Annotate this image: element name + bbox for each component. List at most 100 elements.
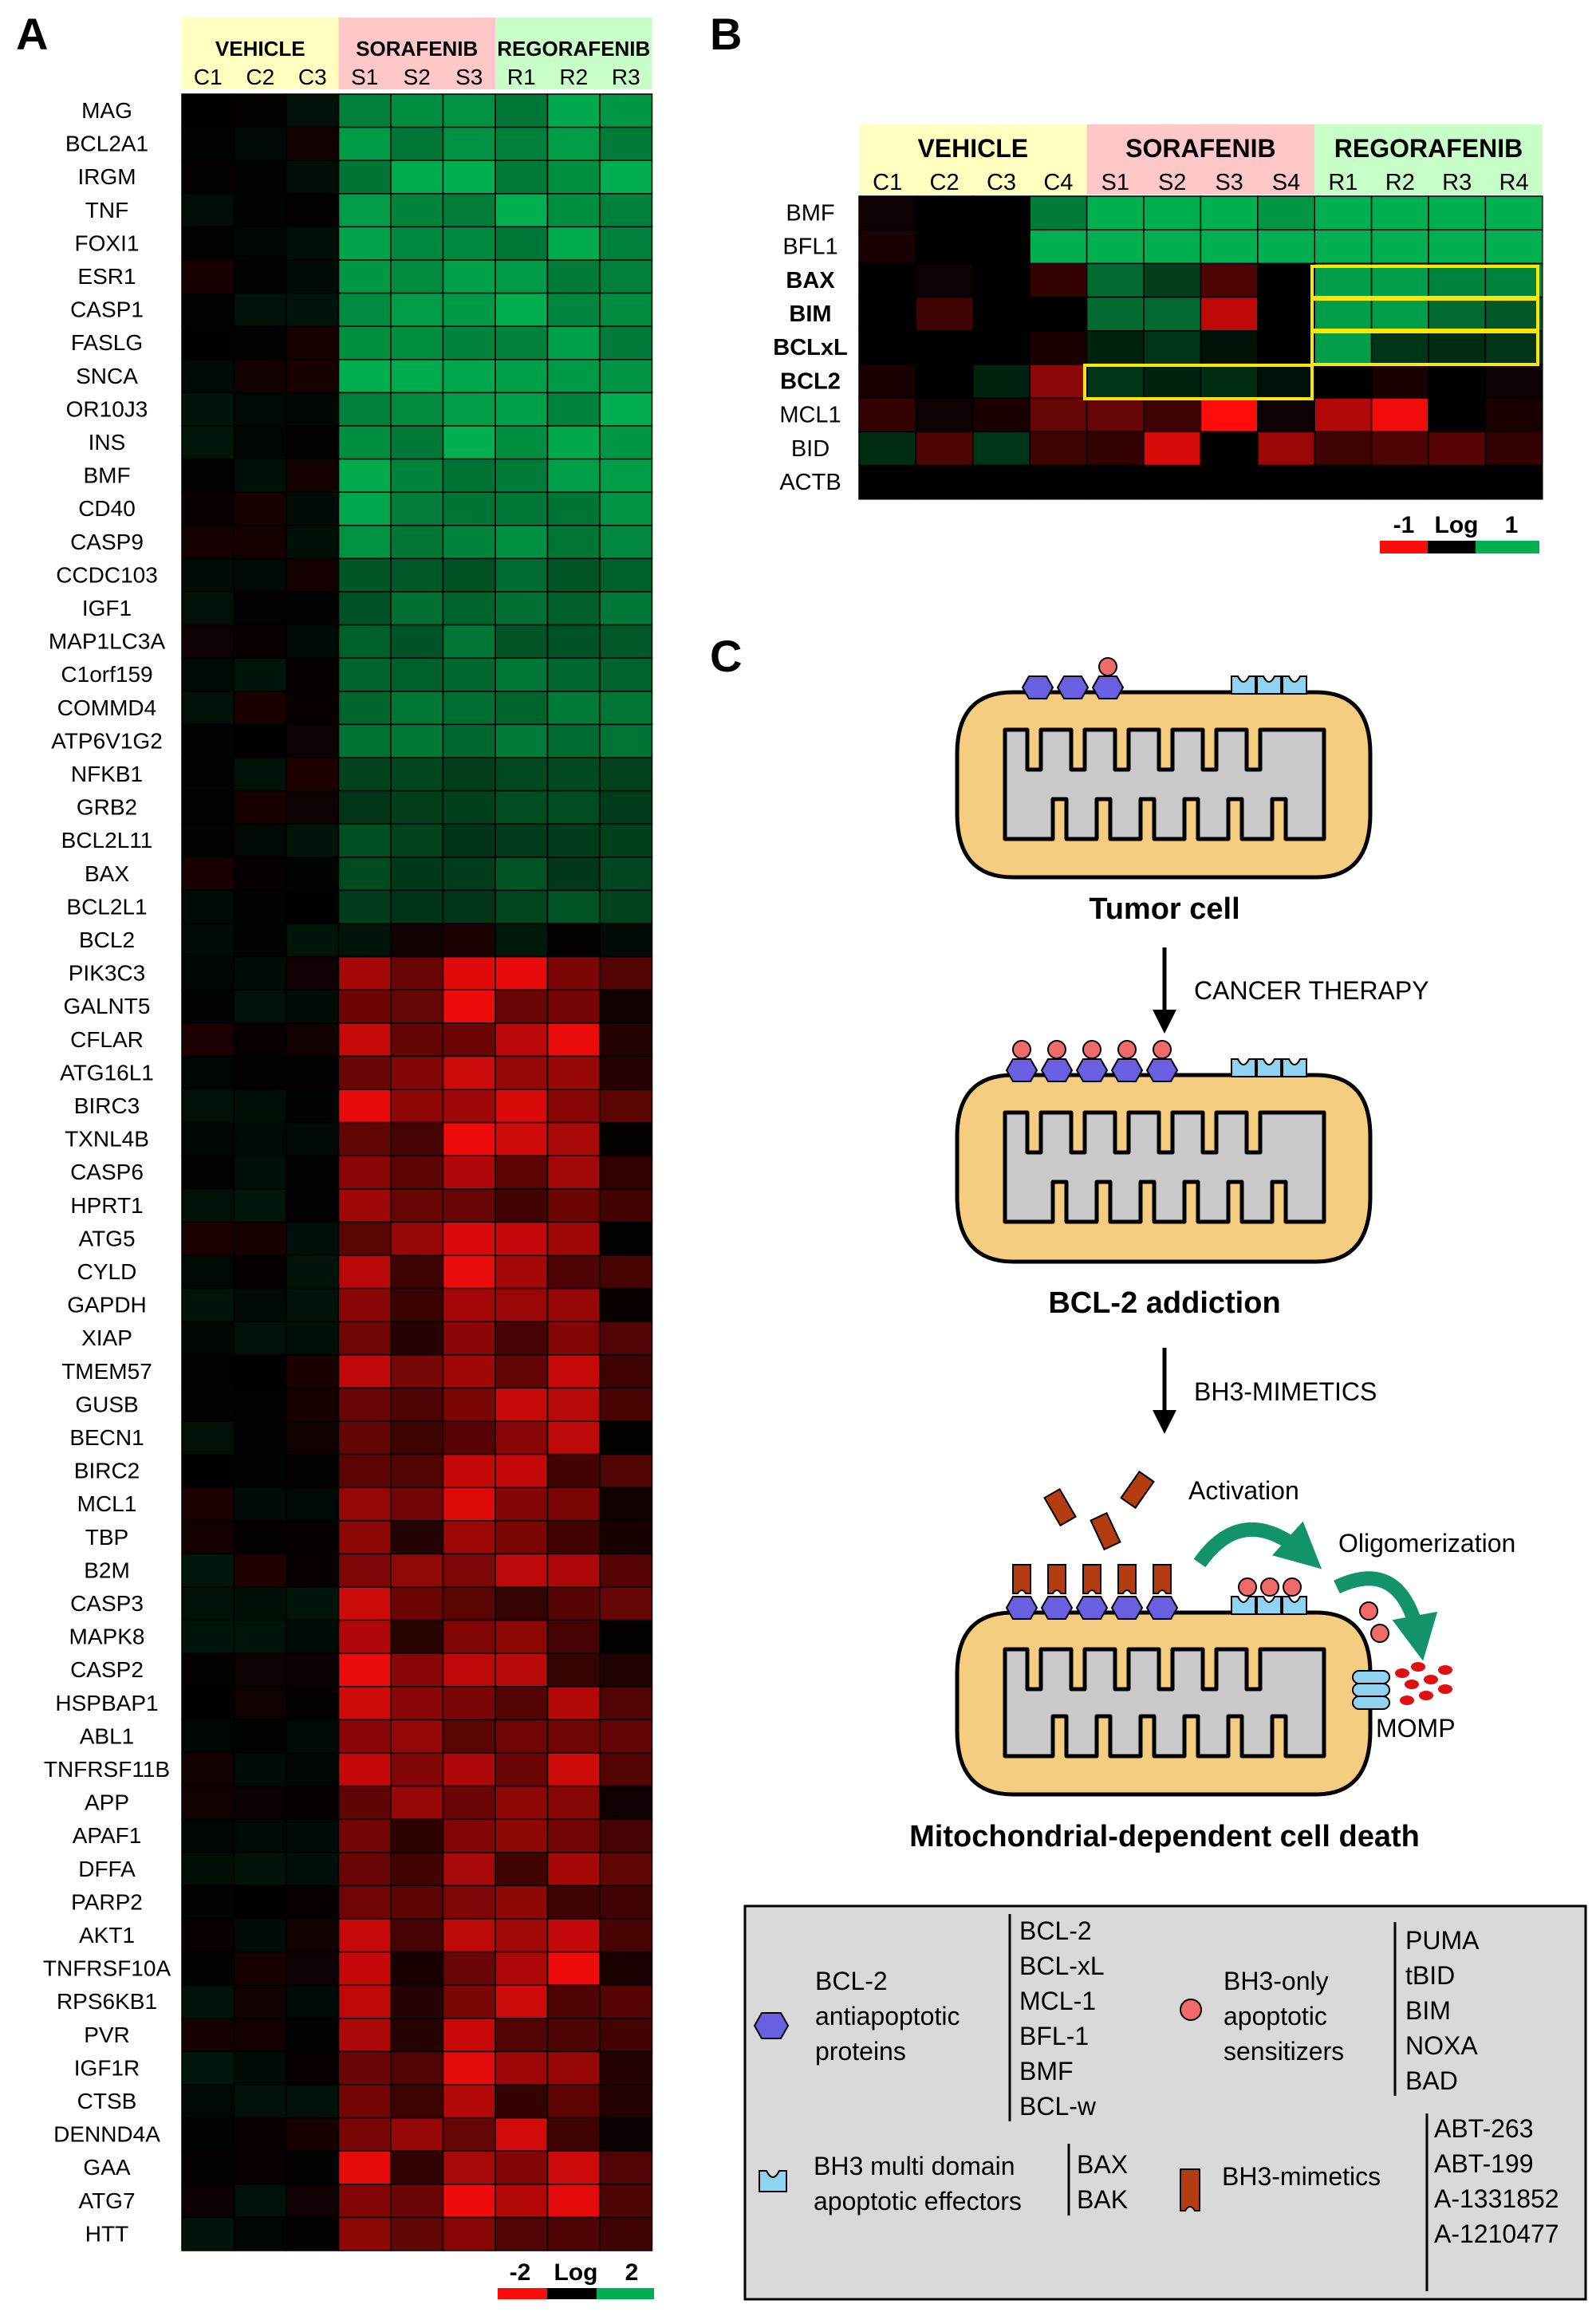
heatmap-cell [181,1752,235,1787]
effector-protein-icon [1231,675,1256,695]
heatmap-cell [337,757,392,792]
gene-label: MAP1LC3A [49,629,166,654]
heatmap-cell [286,392,340,427]
column-label: C1 [873,170,902,195]
heatmap-cell [390,1951,444,1986]
heatmap-b-header: VEHICLE C1 C2 C3 C4 SORAFENIB S1 S2 S3 S4 REGORAFE… [859,124,1543,195]
heatmap-cell [390,1719,444,1754]
heatmap-cell [1200,296,1259,332]
heatmap-cell [286,557,340,593]
heatmap-cell [599,126,653,161]
heatmap-cell [233,1022,287,1058]
heatmap-cell [286,1586,340,1621]
group-header-bg [1086,124,1315,195]
heatmap-cell [442,2184,496,2219]
gene-label: ACTB [779,470,841,495]
heatmap-cell [1086,431,1145,467]
heatmap-cell [390,392,444,427]
heatmap-cell [972,229,1031,265]
heatmap-cell [181,857,235,892]
legend-mimetic-label: BH3-mimetics [1222,2162,1381,2191]
heatmap-cell [495,1852,549,1887]
heatmap-cell [599,193,653,228]
heatmap-cell [1086,262,1145,298]
scale-b-min-label: -1 [1393,512,1415,538]
heatmap-cell [1428,296,1487,332]
heatmap-cell [915,464,974,500]
gene-label: BECN1 [69,1425,144,1450]
heatmap-cell [337,1885,392,1920]
heatmap-cell [546,259,601,294]
column-label: S3 [1215,170,1243,195]
gene-label: DFFA [78,1857,136,1881]
heatmap-cell [599,359,653,394]
heatmap-cell [337,93,392,128]
heatmap-cell [546,1221,601,1256]
heatmap-cell [181,2117,235,2152]
heatmap-cell [546,1354,601,1389]
heatmap-cell [495,2150,549,2185]
heatmap-cell [442,1918,496,1953]
gene-label: BCL2L11 [61,828,153,853]
heatmap-cell [181,1818,235,1853]
heatmap-cell [1370,262,1429,298]
heatmap-cell [442,657,496,692]
heatmap-cell [546,1818,601,1853]
heatmap-cell [972,262,1031,298]
heatmap-cell [442,691,496,726]
heatmap-cell [1029,464,1088,500]
heatmap-cell [495,2117,549,2152]
heatmap-cell [233,2084,287,2119]
gene-label: ESR1 [77,264,136,289]
bh3-mimetic-icon [1043,1487,1077,1527]
gene-label: CASP2 [70,1657,144,1682]
gene-label: NFKB1 [71,762,143,786]
heatmap-cell [599,2216,653,2251]
heatmap-cell [546,1321,601,1356]
heatmap-cell [337,557,392,593]
heatmap-cell [286,325,340,360]
heatmap-cell [599,491,653,526]
heatmap-cell [495,1520,549,1555]
heatmap-cell [337,525,392,560]
arrow-label-cancer-therapy: CANCER THERAPY [1194,976,1429,1005]
heatmap-cell [599,691,653,726]
gene-label: TBP [85,1525,128,1550]
heatmap-cell [495,823,549,858]
heatmap-cell [1370,431,1429,467]
heatmap-cell [337,889,392,924]
heatmap-cell [390,458,444,493]
heatmap-cell [599,857,653,892]
heatmap-cell [181,790,235,825]
effector-protein-icon [1282,1596,1307,1615]
heatmap-cell [1143,364,1202,399]
heatmap-cell [442,1818,496,1853]
heatmap-cell [442,1121,496,1156]
sensitizer-icon [1260,1577,1279,1597]
heatmap-cell [286,1951,340,1986]
heatmap-cell [286,1287,340,1322]
heatmap-cell [599,557,653,593]
oligomerized-effector-pore [1352,1670,1390,1710]
heatmap-cell [599,1885,653,1920]
heatmap-cell [599,1520,653,1555]
antiapoptotic-protein-icon [1021,675,1054,699]
heatmap-cell [337,1387,392,1422]
heatmap-cell [337,1188,392,1223]
heatmap-cell [286,1619,340,1654]
heatmap-cell [495,1719,549,1754]
scale-a-mid-label: Log [554,2259,598,2286]
gene-label: HSPBAP1 [55,1691,158,1715]
heatmap-cell [337,923,392,958]
heatmap-cell [337,1686,392,1721]
heatmap-cell [1370,397,1429,433]
heatmap-cell [233,2184,287,2219]
heatmap-cell [495,1055,549,1090]
heatmap-cell [337,1586,392,1621]
heatmap-cell [181,292,235,327]
heatmap-cell [233,1188,287,1223]
heatmap-cell [495,723,549,758]
heatmap-cell [337,1155,392,1190]
heatmap-cell [495,1254,549,1290]
heatmap-cell [1257,464,1315,500]
